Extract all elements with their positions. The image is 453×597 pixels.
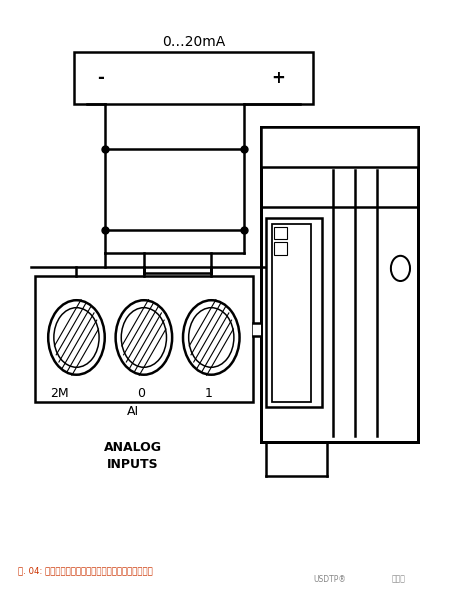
Circle shape	[188, 307, 234, 367]
Text: 图. 04: 与电压输出的变送器及电流源的四线制连接方式: 图. 04: 与电压输出的变送器及电流源的四线制连接方式	[18, 566, 153, 576]
Bar	[261, 127, 418, 167]
Text: 1: 1	[205, 387, 212, 399]
Text: USDTP®: USDTP®	[313, 575, 347, 584]
Bar	[261, 127, 418, 442]
Text: 0: 0	[137, 387, 145, 399]
Text: Measuring: Measuring	[142, 165, 207, 174]
Circle shape	[183, 300, 240, 375]
Bar	[265, 219, 322, 407]
Text: ANALOG: ANALOG	[104, 441, 162, 454]
Circle shape	[116, 300, 172, 375]
Text: transducer: transducer	[140, 184, 208, 195]
Bar	[253, 324, 261, 336]
Text: -: -	[97, 69, 104, 87]
Text: 0…20mA: 0…20mA	[162, 35, 226, 49]
Text: +: +	[272, 69, 286, 87]
Text: AI: AI	[127, 405, 139, 418]
Bar	[275, 227, 286, 239]
Bar	[35, 276, 253, 402]
Circle shape	[121, 307, 167, 367]
Text: 0…10V: 0…10V	[153, 207, 196, 217]
Text: INPUTS: INPUTS	[107, 458, 159, 471]
Bar	[74, 52, 313, 104]
Text: 2M: 2M	[50, 387, 69, 399]
Circle shape	[391, 256, 410, 281]
Bar	[105, 149, 244, 230]
Bar	[272, 224, 311, 402]
Circle shape	[48, 300, 105, 375]
Circle shape	[54, 307, 99, 367]
Bar	[275, 242, 286, 255]
Text: 阿楠楠: 阿楠楠	[392, 575, 405, 584]
